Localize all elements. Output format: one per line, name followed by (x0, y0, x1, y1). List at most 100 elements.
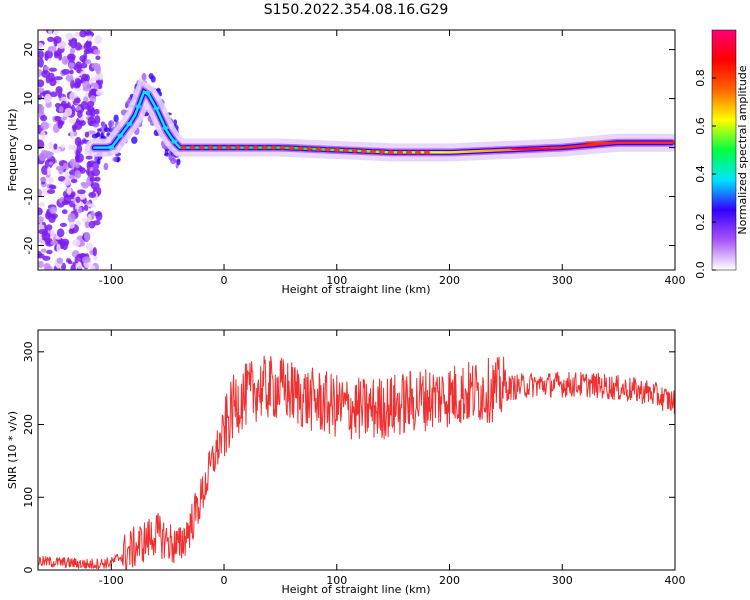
noise-blob (47, 45, 57, 52)
ridge-peak (414, 150, 421, 155)
ridge-peak (378, 149, 385, 154)
x-tick-label: 0 (221, 274, 228, 287)
noise-blob (90, 77, 97, 82)
y-tick-label: 20 (22, 43, 35, 57)
ridge-peak (270, 145, 277, 150)
noise-blob (40, 130, 46, 140)
noise-blob (47, 189, 56, 195)
ridge-peak (342, 148, 349, 153)
noise-blob (75, 205, 80, 210)
noise-blob (96, 158, 101, 165)
noise-blob (67, 144, 76, 150)
snr-y-label: SNR (10 * v/v) (6, 411, 19, 489)
x-tick-label: 400 (665, 274, 686, 287)
noise-blob (49, 91, 58, 98)
x-tick-label: -100 (99, 574, 124, 587)
noise-blob (79, 119, 86, 127)
noise-blob (103, 162, 109, 171)
noise-blob (68, 175, 76, 180)
noise-blob (68, 62, 75, 69)
x-tick-label: 300 (552, 274, 573, 287)
y-tick-label: 0 (22, 567, 35, 574)
noise-blob (79, 55, 87, 62)
noise-blob (38, 87, 45, 94)
noise-blob (56, 228, 65, 238)
noise-blob (70, 129, 75, 140)
ridge-peak (279, 145, 286, 150)
noise-blob (75, 61, 82, 69)
noise-blob (48, 30, 53, 36)
noise-blob (56, 243, 61, 253)
noise-blob (45, 211, 51, 220)
noise-blob (41, 248, 47, 253)
ridge-peak (369, 149, 376, 154)
noise-blob (62, 178, 72, 186)
ridge-peak (351, 148, 358, 153)
noise-blob (46, 166, 52, 176)
noise-blob (92, 246, 97, 257)
noise-blob (107, 120, 115, 127)
noise-blob (76, 253, 86, 259)
ridge-peak (126, 122, 133, 127)
colorbar-tick-label: 0.4 (694, 165, 707, 183)
x-tick-label: 100 (326, 274, 347, 287)
noise-blob (64, 107, 73, 117)
noise-blob (38, 79, 45, 88)
ridge-peak (324, 147, 331, 152)
snr-series-line (38, 355, 675, 570)
colorbar: 0.0 0.2 0.4 0.6 0.8 Normalized spectral ampl… (694, 29, 749, 279)
y-tick-label: -20 (22, 237, 35, 255)
noise-blob (73, 97, 81, 104)
noise-blob (70, 264, 77, 270)
noise-blob (68, 221, 75, 229)
noise-blob (72, 126, 77, 132)
noise-blob (63, 58, 69, 64)
noise-blob (50, 240, 59, 246)
noise-blob (38, 42, 44, 49)
ridge-peak (171, 139, 178, 144)
ridge-peak (189, 145, 196, 150)
noise-blob (74, 170, 82, 179)
noise-blob (131, 136, 138, 144)
noise-blob (67, 213, 76, 224)
noise-blob (41, 165, 49, 176)
noise-blob (97, 128, 102, 132)
noise-blob (38, 260, 44, 269)
noise-blob (81, 217, 89, 223)
noise-blob (42, 255, 51, 261)
noise-blob (65, 74, 74, 82)
colorbar-label: Normalized spectral amplitude (736, 65, 749, 234)
noise-blob (88, 191, 97, 199)
colorbar-tick-label: 0.8 (694, 69, 707, 87)
ridge-peak (162, 125, 169, 130)
noise-blob (53, 36, 62, 44)
snr-x-label: Height of straight line (km) (281, 583, 430, 596)
noise-blob (173, 119, 178, 126)
noise-blob (44, 93, 52, 104)
noise-blob (38, 50, 45, 60)
x-tick-label: -100 (99, 274, 124, 287)
y-tick-label: 200 (22, 414, 35, 435)
noise-blob (74, 256, 79, 264)
x-tick-label: 200 (439, 274, 460, 287)
noise-blob (86, 34, 93, 42)
colorbar-tick-label: 0.0 (694, 261, 707, 279)
noise-blob (69, 39, 78, 49)
noise-blob (85, 155, 93, 160)
noise-blob (76, 143, 83, 154)
snr-panel: -100 0 100 200 300 400 0 100 200 300 Height of s… (6, 329, 686, 596)
noise-blob (90, 264, 96, 270)
ridge-peak (216, 145, 223, 150)
noise-blob (61, 68, 70, 75)
noise-blob (164, 149, 169, 156)
noise-blob (40, 176, 47, 183)
noise-blob (85, 59, 92, 65)
ridge-peak (108, 145, 115, 150)
x-tick-label: 400 (665, 574, 686, 587)
noise-blob (38, 207, 43, 216)
x-tick-label: 300 (552, 574, 573, 587)
noise-blob (47, 177, 54, 184)
y-tick-label: 100 (22, 487, 35, 508)
noise-blob (87, 203, 96, 208)
